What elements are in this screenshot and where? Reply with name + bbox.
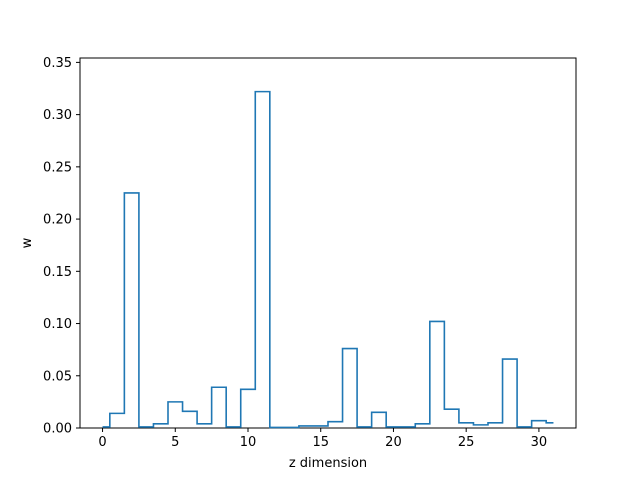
x-tick-label: 15 xyxy=(312,435,329,450)
series-layer xyxy=(102,90,554,429)
y-tick-label: 0.00 xyxy=(43,422,72,437)
x-axis: 0 5 10 15 20 25 30 xyxy=(98,428,547,450)
x-tick-label: 5 xyxy=(171,435,179,450)
y-tick-label: 0.30 xyxy=(43,108,72,123)
series-line xyxy=(102,90,554,429)
y-tick-label: 0.05 xyxy=(43,369,72,384)
x-tick-label: 30 xyxy=(531,435,548,450)
y-axis: 0.00 0.05 0.10 0.15 0.20 0.25 0.30 0.35 xyxy=(43,56,80,437)
plot-frame xyxy=(79,57,577,429)
x-tick-label: 0 xyxy=(98,435,106,450)
y-axis-label: w xyxy=(20,237,35,248)
y-tick-label: 0.25 xyxy=(43,160,72,175)
x-tick-label: 10 xyxy=(240,435,257,450)
y-tick-label: 0.35 xyxy=(43,56,72,71)
y-tick-label: 0.15 xyxy=(43,265,72,280)
y-tick-label: 0.10 xyxy=(43,317,72,332)
x-axis-label: z dimension xyxy=(289,456,367,471)
y-tick-label: 0.20 xyxy=(43,213,72,228)
plot-area xyxy=(79,57,577,429)
x-tick-label: 20 xyxy=(385,435,402,450)
x-tick-label: 25 xyxy=(458,435,475,450)
